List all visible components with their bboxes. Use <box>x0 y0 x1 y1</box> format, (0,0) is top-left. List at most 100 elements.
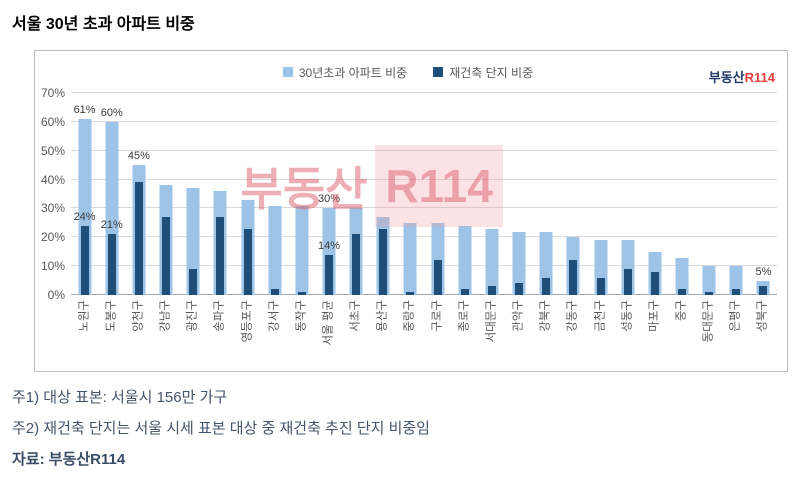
bar-over30-share <box>186 188 200 295</box>
footnotes: 주1) 대상 표본: 서울시 156만 가구 주2) 재건축 단지는 서울 시세… <box>12 386 790 469</box>
x-axis-category-label: 동작구 <box>295 300 308 332</box>
x-axis-category-label: 도봉구 <box>105 300 118 332</box>
bar-group: 45% 양천구 <box>125 93 152 332</box>
legend-label: 30년초과 아파트 비중 <box>298 65 408 80</box>
bar-rebuild-share <box>487 286 496 295</box>
x-axis-category-label: 마포구 <box>648 300 661 332</box>
gridline <box>71 120 777 122</box>
x-axis-category-label: 관악구 <box>512 300 525 332</box>
page: 서울 30년 초과 아파트 비중 30년초과 아파트 비중 재건축 단지 비중 부… <box>12 16 790 469</box>
note-2: 주2) 재건축 단지는 서울 시세 표본 대상 중 재건축 추진 단지 비중임 <box>12 420 430 437</box>
bar-group: 영등포구 <box>234 93 261 342</box>
bar-rebuild-share <box>162 217 171 295</box>
bar-rebuild-share <box>705 292 714 295</box>
x-axis-category-label: 광진구 <box>186 300 199 332</box>
chart-title: 서울 30년 초과 아파트 비중 <box>12 16 195 33</box>
bar-rebuild-share <box>406 292 415 295</box>
value-label: 60% <box>100 106 123 119</box>
bar-rebuild-share <box>216 217 225 295</box>
x-axis-category-label: 영등포구 <box>241 300 254 343</box>
bar-over30-share <box>268 205 282 295</box>
bar-rebuild-share <box>542 277 551 295</box>
bar-over30-share <box>729 266 743 295</box>
bar-group: 마포구 <box>641 93 668 332</box>
bar-group: 중구 <box>668 93 695 321</box>
bar-over30-share <box>675 257 689 295</box>
x-axis-category-label: 노원구 <box>78 300 91 332</box>
bar-group: 강남구 <box>152 93 179 332</box>
bar-group: 강동구 <box>560 93 587 332</box>
value-label: 21% <box>100 219 123 232</box>
bar-group: 서대문구 <box>478 93 505 342</box>
value-label: 5% <box>755 265 772 278</box>
x-axis-category-label: 종로구 <box>458 300 471 332</box>
bar-group: 광진구 <box>180 93 207 332</box>
bar-over30-share <box>485 228 499 295</box>
chart-frame: 30년초과 아파트 비중 재건축 단지 비중 부동산R114 0% 10% 20% 30… <box>34 50 788 372</box>
bar-rebuild-share <box>297 292 306 295</box>
plot-wrap: 0% 10% 20% 30% 40% 50% 60% 70% 61% 24% 노원구 60% 21% 도… <box>39 87 777 346</box>
x-axis-category-label: 송파구 <box>214 300 227 332</box>
bar-group: 은평구 <box>723 93 750 332</box>
x-axis-category-label: 양천구 <box>132 300 145 332</box>
x-axis-category-label: 성동구 <box>621 300 634 332</box>
bar-group: 구로구 <box>424 93 451 332</box>
value-label: 24% <box>73 210 96 223</box>
bar-rebuild-share <box>352 234 361 295</box>
bar-group: 금천구 <box>587 93 614 332</box>
bar-group: 강서구 <box>261 93 288 332</box>
bar-group: 동작구 <box>288 93 315 332</box>
gridline <box>71 236 777 238</box>
bar-group: 30% 14% 서울 평균 <box>315 93 342 346</box>
bar-over30-share <box>458 225 472 295</box>
bar-group: 강북구 <box>533 93 560 332</box>
bar-rebuild-share <box>270 289 279 295</box>
chart-legend: 30년초과 아파트 비중 재건축 단지 비중 <box>39 63 777 81</box>
bar-rebuild-share <box>107 234 116 295</box>
bar-over30-share <box>403 222 417 295</box>
x-axis-category-label: 서초구 <box>349 300 362 332</box>
bar-over30-share <box>295 205 309 295</box>
x-axis-line <box>71 294 777 295</box>
bar-rebuild-share <box>623 269 632 295</box>
bar-rebuild-share <box>460 289 469 295</box>
x-axis-category-label: 동대문구 <box>702 300 715 343</box>
value-label: 30% <box>317 193 340 206</box>
y-tick-label: 0% <box>47 288 65 302</box>
bar-rebuild-share <box>433 260 442 295</box>
x-axis-category-label: 서대문구 <box>485 300 498 343</box>
bars-container: 61% 24% 노원구 60% 21% 도봉구 45% 양천구 강남구 광진구 송파구 영등포구 강서구… <box>71 93 777 346</box>
gridline <box>71 149 777 151</box>
y-tick-label: 10% <box>40 259 65 274</box>
x-axis-category-label: 중구 <box>675 300 688 322</box>
y-axis: 0% 10% 20% 30% 40% 50% 60% 70% <box>39 87 71 301</box>
x-axis-category-label: 강남구 <box>159 300 172 332</box>
y-tick-label: 70% <box>40 86 65 100</box>
brand-logo: 부동산R114 <box>709 67 775 86</box>
bar-group: 5% 성북구 <box>750 93 777 332</box>
legend-item-series-1: 재건축 단지 비중 <box>433 64 533 81</box>
gridline <box>71 178 777 180</box>
bar-group: 중랑구 <box>397 93 424 332</box>
bar-group: 관악구 <box>506 93 533 332</box>
bar-group: 송파구 <box>207 93 234 332</box>
x-axis-category-label: 강동구 <box>567 300 580 332</box>
brand-logo-r114: R114 <box>744 70 775 85</box>
value-label: 61% <box>73 103 96 116</box>
y-tick-label: 60% <box>40 114 65 129</box>
legend-label: 재건축 단지 비중 <box>449 65 534 80</box>
x-axis-category-label: 서울 평균 <box>322 300 335 346</box>
x-axis-category-label: 금천구 <box>594 300 607 332</box>
x-axis-category-label: 은평구 <box>730 300 743 332</box>
bar-over30-share <box>512 231 526 295</box>
bar-rebuild-share <box>189 269 198 295</box>
bar-over30-share <box>702 266 716 295</box>
bar-group: 60% 21% 도봉구 <box>98 93 125 331</box>
plot-area: 61% 24% 노원구 60% 21% 도봉구 45% 양천구 강남구 광진구 송파구 영등포구 강서구… <box>71 92 777 346</box>
bar-rebuild-share <box>678 289 687 295</box>
legend-swatch-icon <box>433 67 444 77</box>
bar-group: 성동구 <box>614 93 641 332</box>
value-label: 45% <box>127 150 150 163</box>
source-credit: 자료: 부동산R114 <box>12 451 126 468</box>
y-tick-label: 20% <box>40 230 65 245</box>
